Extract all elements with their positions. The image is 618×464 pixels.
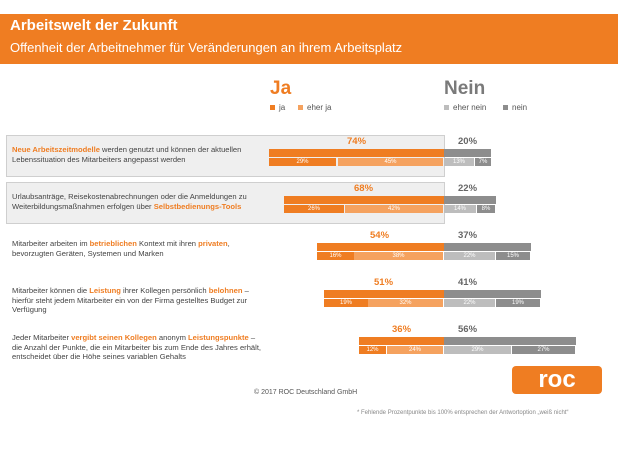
label-emphasis: Leistungspunkte [188, 333, 249, 342]
legend-ja-label: ja [279, 103, 286, 112]
segment-eher-ja: 32% [368, 299, 443, 307]
nein-total-bar [444, 290, 541, 298]
row-label: Mitarbeiter arbeiten im betrieblichen Ko… [12, 239, 262, 258]
logo-text: roc [538, 366, 576, 393]
legend-ja-swatch [270, 105, 275, 111]
legend-eher-ja-swatch [298, 105, 303, 111]
segment-eher-nein: 14% [444, 205, 476, 213]
label-emphasis: privaten [198, 239, 228, 248]
ja-total-label: 54% [370, 230, 390, 241]
row-label: Mitarbeiter können die Leistung ihrer Ko… [12, 286, 262, 315]
nein-total-label: 20% [458, 136, 478, 147]
ja-total-bar [317, 243, 444, 251]
ja-total-bar [359, 337, 444, 345]
copyright: © 2017 ROC Deutschland GmbH [254, 389, 358, 396]
label-emphasis: vergibt seinen Kollegen [71, 333, 157, 342]
segment-eher-nein: 22% [444, 299, 495, 307]
ja-total-bar [269, 149, 444, 157]
nein-total-label: 41% [458, 277, 478, 288]
label-emphasis: belohnen [208, 286, 243, 295]
yes-heading: Ja [270, 78, 292, 99]
label-text: Jeder Mitarbeiter [12, 333, 72, 342]
segment-eher-nein: 22% [444, 252, 495, 260]
no-heading: Nein [444, 78, 486, 99]
label-text: Kontext mit ihren [136, 239, 199, 248]
legend-ja: ja [270, 103, 285, 112]
chart-title: Arbeitswelt der Zukunft [10, 17, 178, 34]
row-label: Urlaubsanträge, Reisekostenabrechnungen … [12, 192, 262, 211]
legend-eher-nein-swatch [444, 105, 449, 111]
label-text: Mitarbeiter können die [12, 286, 90, 295]
chart-subtitle: Offenheit der Arbeitnehmer für Veränderu… [10, 40, 403, 55]
label-text: , bevorzugten Geräten, Systemen und Mark… [12, 239, 230, 258]
label-emphasis: betrieblichen [89, 239, 137, 248]
nein-total-bar [444, 196, 496, 204]
nein-total-label: 56% [458, 324, 478, 335]
label-emphasis: Neue Arbeitszeitmodelle [12, 145, 100, 154]
legend-eher-ja: eher ja [298, 103, 331, 112]
label-text: werden genutzt und können der aktuellen … [12, 145, 242, 164]
segment-eher-nein: 13% [444, 158, 474, 166]
header-banner: Arbeitswelt der Zukunft Offenheit der Ar… [0, 14, 618, 64]
segment-nein: 8% [477, 205, 495, 213]
label-text: anonym [156, 333, 189, 342]
label-text: – die Anzahl der Punkte, die ein Mitarbe… [12, 333, 262, 362]
segment-eher-ja: 42% [345, 205, 443, 213]
segment-ja: 16% [317, 252, 354, 260]
segment-ja: 12% [359, 346, 386, 354]
segment-eher-ja: 24% [387, 346, 443, 354]
label-emphasis: Leistung [89, 286, 121, 295]
legend-nein-swatch [503, 105, 508, 111]
row-label: Jeder Mitarbeiter vergibt seinen Kollege… [12, 333, 262, 362]
segment-eher-ja: 38% [354, 252, 443, 260]
legend-eher-nein: eher nein [444, 103, 486, 112]
segment-nein: 27% [512, 346, 575, 354]
nein-total-label: 37% [458, 230, 478, 241]
segment-nein: 15% [496, 252, 530, 260]
roc-logo: roc [512, 366, 602, 394]
legend-eher-ja-label: eher ja [307, 103, 332, 112]
ja-total-label: 51% [374, 277, 394, 288]
nein-total-bar [444, 337, 576, 345]
segment-eher-ja: 45% [338, 158, 443, 166]
label-text: ihrer Kollegen persönlich [120, 286, 209, 295]
ja-total-label: 36% [392, 324, 412, 335]
segment-nein: 7% [475, 158, 491, 166]
footnote: * Fehlende Prozentpunkte bis 100% entspr… [357, 410, 569, 416]
legend-nein-label: nein [512, 103, 528, 112]
segment-ja: 29% [269, 158, 336, 166]
legend-eher-nein-label: eher nein [453, 103, 487, 112]
nein-total-bar [444, 149, 491, 157]
segment-eher-nein: 29% [444, 346, 511, 354]
ja-total-bar [324, 290, 444, 298]
segment-ja: 26% [284, 205, 344, 213]
label-text: – hierfür steht jedem Mitarbeiter ein vo… [12, 286, 249, 315]
nein-total-bar [444, 243, 531, 251]
row-label: Neue Arbeitszeitmodelle werden genutzt u… [12, 145, 262, 164]
label-emphasis: Selbstbedienungs-Tools [153, 201, 242, 211]
nein-total-label: 22% [458, 183, 478, 194]
legend-nein: nein [503, 103, 527, 112]
ja-total-label: 74% [347, 136, 367, 147]
label-text: Urlaubsanträge, Reisekostenabrechnungen … [12, 192, 247, 211]
segment-ja: 19% [324, 299, 368, 307]
label-text: Mitarbeiter arbeiten im [12, 239, 90, 248]
segment-nein: 19% [496, 299, 540, 307]
ja-total-bar [284, 196, 444, 204]
ja-total-label: 68% [354, 183, 374, 194]
